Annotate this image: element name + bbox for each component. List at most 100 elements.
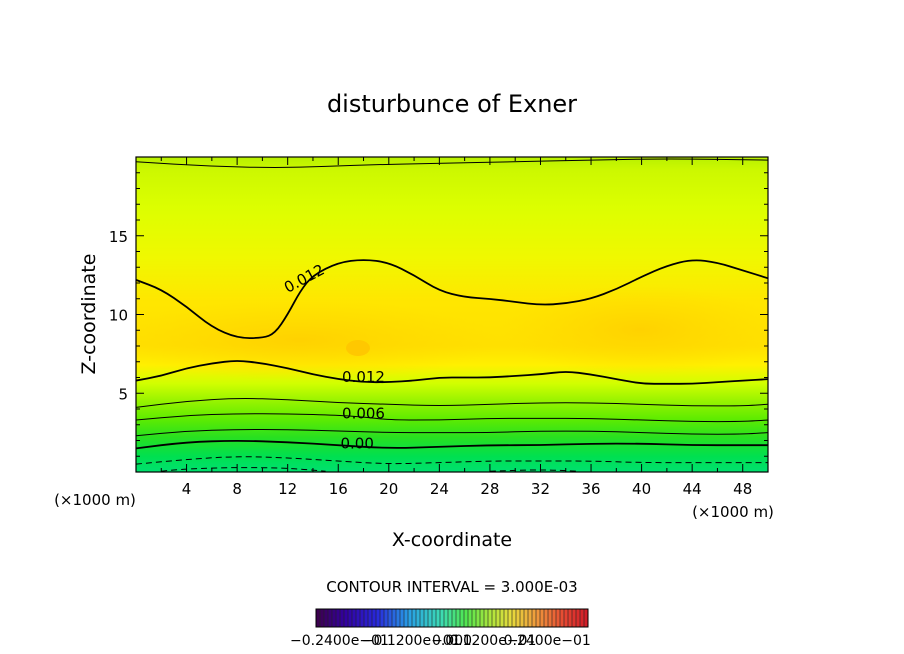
colorbar-cell-12 xyxy=(364,609,368,627)
colorbar-cell-34 xyxy=(452,609,456,627)
warm-core-peak xyxy=(346,340,370,356)
x-tick-label-48: 48 xyxy=(733,480,752,498)
colorbar-cell-43 xyxy=(488,609,492,627)
colorbar-cell-47 xyxy=(504,609,508,627)
x-tick-label-32: 32 xyxy=(531,480,550,498)
colorbar-cell-53 xyxy=(528,609,532,627)
colorbar-cell-7 xyxy=(344,609,348,627)
colorbar-cell-16 xyxy=(380,609,384,627)
contour-line-3 xyxy=(136,413,768,423)
x-axis-label: X-coordinate xyxy=(392,529,512,551)
colorbar-cell-64 xyxy=(572,609,576,627)
contour-line-2 xyxy=(136,398,768,408)
x-tick-label-40: 40 xyxy=(632,480,651,498)
contour-line-1 xyxy=(136,360,768,385)
colorbar-cell-33 xyxy=(448,609,452,627)
colorbar-cell-42 xyxy=(484,609,488,627)
colorbar-cell-44 xyxy=(492,609,496,627)
colorbar-cell-19 xyxy=(392,609,396,627)
x-tick-label-16: 16 xyxy=(329,480,348,498)
warm-core-left xyxy=(136,300,500,380)
plot-area xyxy=(136,157,768,472)
y-axis: 5 10 15 xyxy=(109,172,768,457)
colorbar-cell-15 xyxy=(376,609,380,627)
colorbar-cell-56 xyxy=(540,609,544,627)
colorbar-cell-65 xyxy=(576,609,580,627)
colorbar-cell-3 xyxy=(328,609,332,627)
colorbar-cell-51 xyxy=(520,609,524,627)
colorbar-cell-61 xyxy=(560,609,564,627)
colorbar-cell-57 xyxy=(544,609,548,627)
colorbar-cell-45 xyxy=(496,609,500,627)
contour-label-1: 0.012 xyxy=(342,368,385,386)
colorbar-cell-8 xyxy=(348,609,352,627)
colorbar-cell-22 xyxy=(404,609,408,627)
colorbar-cell-52 xyxy=(524,609,528,627)
contour-line-5 xyxy=(136,440,768,450)
colorbar-cell-38 xyxy=(468,609,472,627)
contour-line-0 xyxy=(136,259,768,340)
colorbar-cell-50 xyxy=(516,609,520,627)
x-tick-label-4: 4 xyxy=(182,480,192,498)
warm-core-right xyxy=(500,285,768,375)
y-tick-label-10: 10 xyxy=(109,307,128,325)
colorbar-cell-24 xyxy=(412,609,416,627)
colorbar-cell-4 xyxy=(332,609,336,627)
colorbar-cell-49 xyxy=(512,609,516,627)
colorbar-cell-41 xyxy=(480,609,484,627)
colorbar-cell-0 xyxy=(316,609,320,627)
colorbar-cell-63 xyxy=(568,609,572,627)
colorbar-cell-6 xyxy=(340,609,344,627)
y-axis-label: Z-coordinate xyxy=(78,254,100,375)
contour-label-3: 0.00 xyxy=(340,434,373,452)
x-tick-label-44: 44 xyxy=(683,480,702,498)
colorbar-cell-36 xyxy=(460,609,464,627)
colorbar-label-2: 0.000 xyxy=(432,633,472,649)
colorbar-cell-31 xyxy=(440,609,444,627)
colorbar-cell-32 xyxy=(444,609,448,627)
x-tick-label-24: 24 xyxy=(430,480,449,498)
colorbar-frame xyxy=(315,608,589,628)
colorbar-cell-9 xyxy=(352,609,356,627)
colorbar-cell-30 xyxy=(436,609,440,627)
colorbar-cell-39 xyxy=(472,609,476,627)
colorbar-cell-66 xyxy=(580,609,584,627)
colorbar-label-0: −0.2400e−01 xyxy=(290,633,389,649)
y-tick-label-5: 5 xyxy=(118,385,128,403)
colorbar-cell-48 xyxy=(508,609,512,627)
colorbar-cell-37 xyxy=(464,609,468,627)
colorbar-cell-55 xyxy=(536,609,540,627)
colorbar-cell-40 xyxy=(476,609,480,627)
colorbar-cell-27 xyxy=(424,609,428,627)
chart-title: disturbunce of Exner xyxy=(327,90,577,118)
colorbar-cell-62 xyxy=(564,609,568,627)
colorbar-cell-58 xyxy=(548,609,552,627)
x-axis: 4 8 12 16 20 24 28 32 36 40 44 48 xyxy=(160,157,752,498)
x-tick-label-12: 12 xyxy=(278,480,297,498)
colorbar-cell-25 xyxy=(416,609,420,627)
colorbar-cell-23 xyxy=(408,609,412,627)
x-tick-label-8: 8 xyxy=(232,480,242,498)
x-unit-label: (×1000 m) xyxy=(692,503,774,521)
colorbar-cell-46 xyxy=(500,609,504,627)
colorbar-cell-28 xyxy=(428,609,432,627)
colorbar-cell-29 xyxy=(432,609,436,627)
colorbar-cell-1 xyxy=(320,609,324,627)
x-tick-label-20: 20 xyxy=(379,480,398,498)
colorbar-label-3: 0.1200e−01 xyxy=(449,633,536,649)
colorbar-cell-10 xyxy=(356,609,360,627)
colorbar-cell-13 xyxy=(368,609,372,627)
x-tick-label-36: 36 xyxy=(581,480,600,498)
x-tick-label-28: 28 xyxy=(480,480,499,498)
contour-line-6 xyxy=(136,456,768,465)
y-tick-label-15: 15 xyxy=(109,228,128,246)
colorbar-cell-5 xyxy=(336,609,340,627)
colorbar-cell-2 xyxy=(324,609,328,627)
colorbar-cell-54 xyxy=(532,609,536,627)
colorbar xyxy=(315,609,588,627)
colorbar-label-1: −0.1200e−01 xyxy=(362,633,461,649)
colorbar-cell-21 xyxy=(400,609,404,627)
contour-label-2: 0.006 xyxy=(342,404,385,422)
contour-line-4 xyxy=(136,428,768,437)
